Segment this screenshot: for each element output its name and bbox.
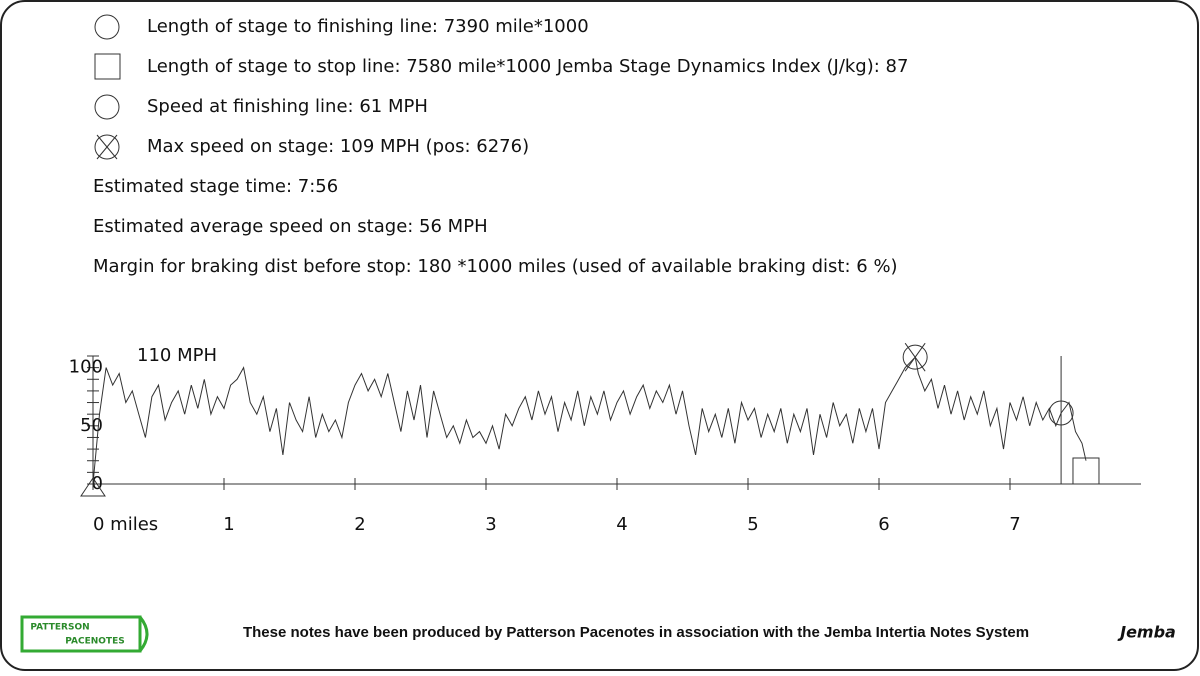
stop-marker <box>1072 457 1100 485</box>
x-tick-label: 1 <box>223 514 234 535</box>
legend-icon <box>94 134 120 160</box>
y-tick-label: 50 <box>80 415 103 436</box>
x-tick-label: 2 <box>354 514 365 535</box>
info-line: Estimated average speed on stage: 56 MPH <box>93 216 488 237</box>
start-marker <box>80 477 106 497</box>
y-max-label: 110 MPH <box>137 345 217 366</box>
finish-marker <box>1048 400 1074 426</box>
x-tick-label: 5 <box>747 514 758 535</box>
legend-icon <box>94 94 120 120</box>
info-line: Estimated stage time: 7:56 <box>93 176 338 197</box>
info-line: Speed at finishing line: 61 MPH <box>147 96 428 117</box>
max-marker <box>902 342 928 372</box>
info-line: Length of stage to finishing line: 7390 … <box>147 16 589 37</box>
logo-text: PATTERSON <box>30 623 89 633</box>
chart: 0 50 100 0 miles 1 2 3 4 5 6 7 <box>69 342 1141 535</box>
info-line: Max speed on stage: 109 MPH (pos: 6276) <box>147 136 529 157</box>
x-tick-label: 0 miles <box>93 514 158 535</box>
x-tick-label: 4 <box>616 514 627 535</box>
y-tick-label: 100 <box>69 357 103 378</box>
info-line: Margin for braking dist before stop: 180… <box>93 256 898 277</box>
legend-icon <box>94 14 120 40</box>
info-line: Length of stage to stop line: 7580 mile*… <box>147 56 908 77</box>
logo-text: PACENOTES <box>65 637 124 647</box>
y-tick-label: 0 <box>92 473 103 494</box>
footer-logo: PATTERSON PACENOTES <box>20 615 149 653</box>
speed-line <box>92 356 1087 485</box>
footer-text: These notes have been produced by Patter… <box>243 624 1029 641</box>
x-tick-label: 7 <box>1009 514 1020 535</box>
x-tick-label: 6 <box>878 514 889 535</box>
x-tick-label: 3 <box>485 514 496 535</box>
legend-icon <box>94 53 121 80</box>
brand: Jemba <box>1117 623 1176 642</box>
